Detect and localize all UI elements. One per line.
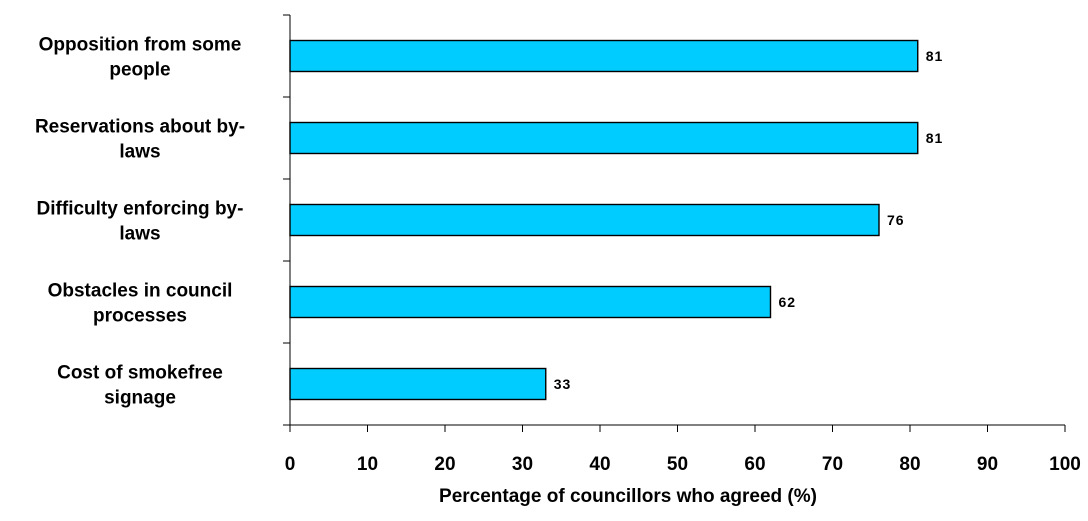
- bar: [289, 367, 547, 401]
- category-label-line: Opposition from some: [39, 35, 242, 56]
- category-label-line: Difficulty enforcing by-: [37, 199, 244, 220]
- x-axis-ticks: [289, 425, 1066, 432]
- category-label-line: Cost of smokefree: [57, 363, 223, 384]
- data-label: 81: [926, 130, 944, 146]
- x-tick-label: 30: [512, 454, 533, 475]
- category-label: Cost of smokefree signage: [57, 363, 223, 409]
- category-label-line: Obstacles in council: [48, 281, 233, 302]
- category-labels: Opposition from some people Reservations a…: [35, 35, 245, 409]
- x-tick-label: 0: [285, 454, 296, 475]
- x-tick-label: 60: [744, 454, 765, 475]
- data-label: 76: [887, 212, 905, 228]
- bar: [289, 285, 772, 319]
- bar: [289, 121, 919, 155]
- x-tick-label: 100: [1049, 454, 1081, 475]
- category-label: Reservations about by-laws: [35, 117, 245, 163]
- x-tick-label: 70: [822, 454, 843, 475]
- bar: [289, 203, 880, 237]
- category-label: Obstacles in council processes: [48, 281, 233, 327]
- x-tick-label: 10: [357, 454, 378, 475]
- category-label: Difficulty enforcing by-laws: [37, 199, 244, 245]
- x-axis-title: Percentage of councillors who agreed (%): [439, 486, 817, 507]
- bars: [289, 39, 919, 401]
- data-labels: 81 81 76 62 33: [554, 48, 944, 392]
- x-tick-label: 40: [589, 454, 610, 475]
- x-tick-label: 90: [977, 454, 998, 475]
- category-label-line: Reservations about by-: [35, 117, 245, 138]
- x-tick-labels: 0 10 20 30 40 50 60 70 80 90 100: [285, 454, 1081, 475]
- y-axis-ticks: [283, 14, 290, 426]
- category-label-line: people: [109, 60, 170, 81]
- category-label: Opposition from some people: [39, 35, 242, 81]
- x-tick-label: 50: [667, 454, 688, 475]
- bar: [289, 39, 919, 73]
- x-tick-label: 80: [899, 454, 920, 475]
- category-label-line: laws: [119, 224, 160, 245]
- category-label-line: processes: [93, 306, 187, 327]
- category-label-line: signage: [104, 388, 176, 409]
- data-label: 81: [926, 48, 944, 64]
- x-tick-label: 20: [434, 454, 455, 475]
- category-label-line: laws: [119, 142, 160, 163]
- data-label: 62: [779, 294, 797, 310]
- data-label: 33: [554, 376, 572, 392]
